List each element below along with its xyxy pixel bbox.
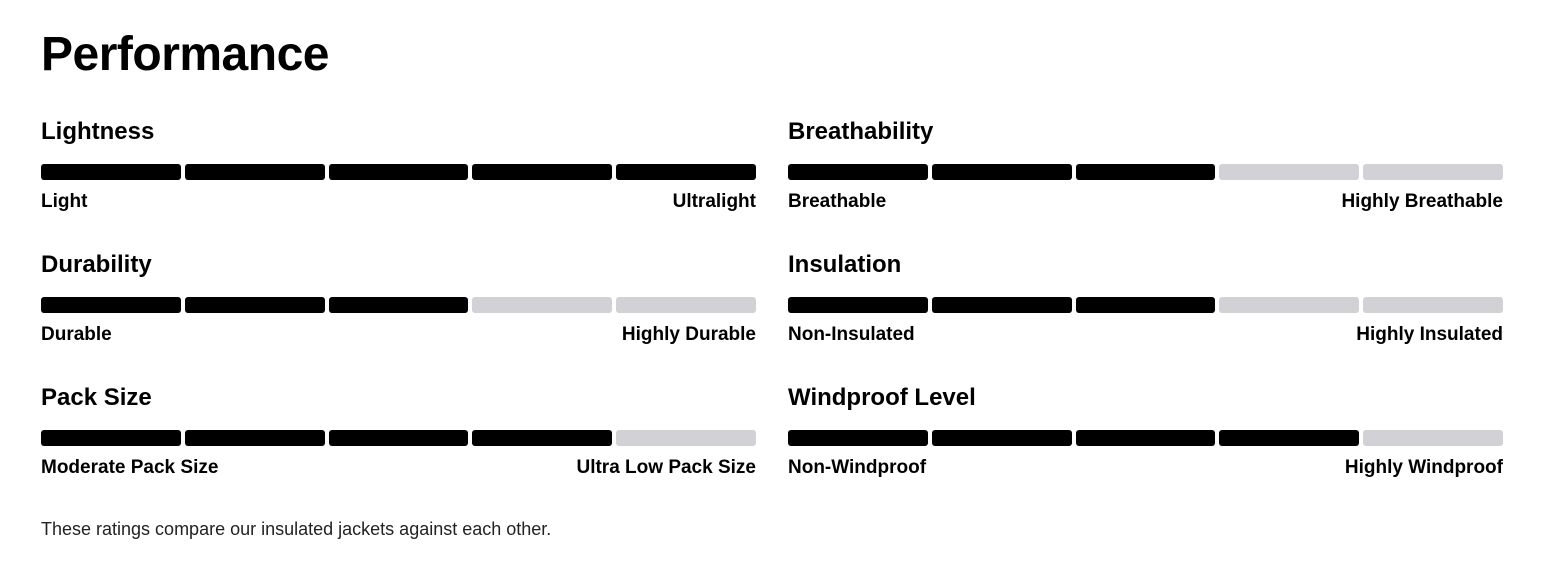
rating-segment bbox=[931, 164, 1072, 180]
rating-segment bbox=[788, 297, 928, 313]
min-label: Durable bbox=[41, 324, 112, 345]
rating-segment bbox=[41, 164, 181, 180]
rating-segment bbox=[1075, 297, 1216, 313]
rating-segment bbox=[328, 430, 469, 446]
rating-segment bbox=[1219, 297, 1360, 313]
rating-name: Pack Size bbox=[41, 384, 152, 411]
rating-item: Breathability Breathable Highly Breathable bbox=[788, 118, 1503, 251]
rating-segment bbox=[1363, 430, 1503, 446]
rating-segment bbox=[472, 297, 613, 313]
rating-segment bbox=[1075, 430, 1216, 446]
min-label: Breathable bbox=[788, 191, 887, 212]
rating-segment bbox=[328, 164, 469, 180]
rating-segment bbox=[616, 430, 756, 446]
rating-segment bbox=[788, 164, 928, 180]
rating-item: Durability Durable Highly Durable bbox=[41, 251, 756, 384]
rating-name: Lightness bbox=[41, 118, 155, 145]
max-label: Highly Durable bbox=[621, 324, 756, 345]
rating-segment bbox=[1075, 164, 1216, 180]
rating-ends: Non-Windproof Highly Windproof bbox=[788, 457, 1503, 479]
rating-segment bbox=[931, 430, 1072, 446]
rating-name: Breathability bbox=[788, 118, 934, 145]
rating-segment bbox=[616, 297, 756, 313]
rating-name: Durability bbox=[41, 251, 152, 278]
rating-bar bbox=[788, 430, 1503, 446]
rating-ends: Breathable Highly Breathable bbox=[788, 191, 1503, 213]
rating-segment bbox=[1219, 164, 1360, 180]
rating-segment bbox=[931, 297, 1072, 313]
min-label: Non-Insulated bbox=[788, 324, 915, 345]
rating-item: Insulation Non-Insulated Highly Insulated bbox=[788, 251, 1503, 384]
rating-segment bbox=[41, 297, 181, 313]
rating-segment bbox=[41, 430, 181, 446]
rating-segment bbox=[328, 297, 469, 313]
rating-segment bbox=[1219, 430, 1360, 446]
rating-bar bbox=[41, 164, 756, 180]
rating-segment bbox=[184, 164, 325, 180]
rating-ends: Durable Highly Durable bbox=[41, 324, 756, 346]
max-label: Ultra Low Pack Size bbox=[576, 457, 756, 478]
rating-bar bbox=[41, 430, 756, 446]
rating-segment bbox=[616, 164, 756, 180]
ratings-grid: Lightness Light Ultralight Breathability Bre… bbox=[41, 118, 1503, 517]
rating-segment bbox=[472, 164, 613, 180]
section-title: Performance bbox=[41, 28, 329, 81]
rating-bar bbox=[788, 164, 1503, 180]
min-label: Light bbox=[41, 191, 88, 212]
rating-name: Windproof Level bbox=[788, 384, 976, 411]
rating-segment bbox=[788, 430, 928, 446]
rating-bar bbox=[41, 297, 756, 313]
max-label: Highly Windproof bbox=[1344, 457, 1503, 478]
rating-segment bbox=[1363, 164, 1503, 180]
rating-item: Pack Size Moderate Pack Size Ultra Low Pac… bbox=[41, 384, 756, 517]
rating-name: Insulation bbox=[788, 251, 902, 278]
min-label: Non-Windproof bbox=[788, 457, 927, 478]
rating-segment bbox=[184, 430, 325, 446]
rating-segment bbox=[472, 430, 613, 446]
max-label: Ultralight bbox=[672, 191, 756, 212]
rating-item: Lightness Light Ultralight bbox=[41, 118, 756, 251]
rating-ends: Moderate Pack Size Ultra Low Pack Size bbox=[41, 457, 756, 479]
max-label: Highly Insulated bbox=[1356, 324, 1503, 345]
footnote: These ratings compare our insulated jack… bbox=[41, 519, 552, 539]
rating-segment bbox=[1363, 297, 1503, 313]
min-label: Moderate Pack Size bbox=[41, 457, 219, 478]
rating-ends: Light Ultralight bbox=[41, 191, 756, 213]
rating-ends: Non-Insulated Highly Insulated bbox=[788, 324, 1503, 346]
rating-bar bbox=[788, 297, 1503, 313]
rating-segment bbox=[184, 297, 325, 313]
rating-item: Windproof Level Non-Windproof Highly Windp… bbox=[788, 384, 1503, 517]
max-label: Highly Breathable bbox=[1341, 191, 1503, 212]
